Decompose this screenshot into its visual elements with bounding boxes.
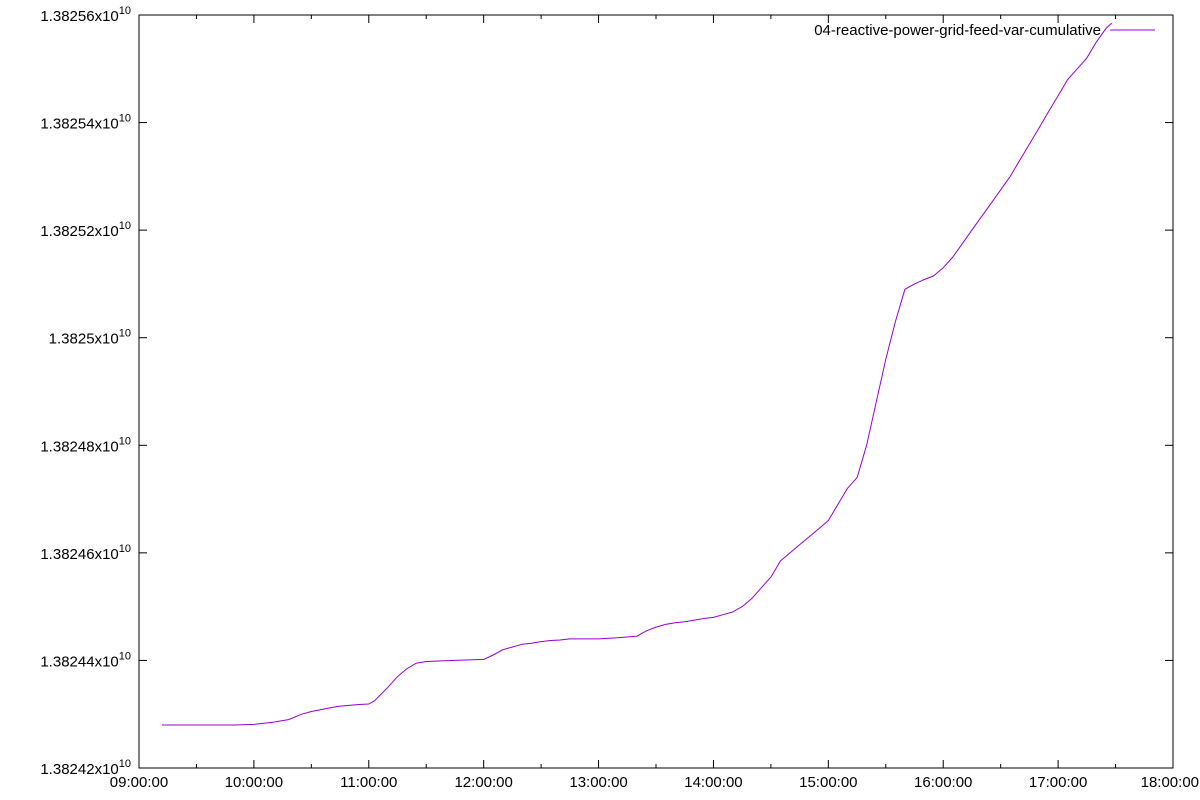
x-tick-label: 18:00:00 [1141, 774, 1199, 791]
x-tick-label: 11:00:00 [340, 774, 397, 791]
y-tick-mantissa: 1.38254x10 [40, 116, 118, 133]
y-tick-mantissa: 1.3825x10 [49, 331, 119, 348]
plot-frame [138, 14, 1174, 769]
y-tick-mantissa: 1.38248x10 [40, 438, 118, 455]
legend: 04-reactive-power-grid-feed-var-cumulati… [814, 22, 1155, 39]
y-tick-mantissa: 1.38242x10 [40, 761, 118, 778]
y-tick-label: 1.38248x1010 [40, 435, 131, 455]
y-tick-mantissa: 1.38252x10 [40, 223, 118, 240]
series-layer [162, 22, 1113, 726]
y-tick-label: 1.38242x1010 [40, 758, 131, 778]
series-line [162, 22, 1113, 726]
y-tick-exponent: 10 [119, 650, 131, 662]
y-tick-label: 1.38256x1010 [40, 5, 131, 25]
x-tick-label: 09:00:00 [110, 774, 168, 791]
x-tick-label: 10:00:00 [225, 774, 283, 791]
y-tick-exponent: 10 [119, 435, 131, 447]
y-tick-mantissa: 1.38256x10 [40, 8, 118, 25]
tick-marks [138, 14, 1174, 769]
x-tick-label: 13:00:00 [569, 774, 627, 791]
x-tick-label: 12:00:00 [454, 774, 512, 791]
y-tick-label: 1.3825x1010 [49, 328, 131, 348]
y-tick-label: 1.38246x1010 [40, 543, 131, 563]
x-tick-label: 16:00:00 [914, 774, 972, 791]
y-tick-labels: 1.38242x10101.38244x10101.38246x10101.38… [40, 5, 131, 778]
y-tick-label: 1.38254x1010 [40, 113, 131, 133]
y-tick-exponent: 10 [119, 220, 131, 232]
y-tick-exponent: 10 [119, 328, 131, 340]
x-tick-label: 14:00:00 [684, 774, 742, 791]
y-tick-label: 1.38252x1010 [40, 220, 131, 240]
y-tick-exponent: 10 [119, 758, 131, 770]
x-tick-label: 15:00:00 [799, 774, 857, 791]
y-tick-exponent: 10 [119, 113, 131, 125]
x-tick-labels: 09:00:00 10:00:00 11:00:00 12:00:00 13:00:00… [110, 774, 1199, 791]
y-tick-label: 1.38244x1010 [40, 650, 131, 670]
y-tick-exponent: 10 [119, 543, 131, 555]
legend-label: 04-reactive-power-grid-feed-var-cumulati… [814, 22, 1101, 39]
y-tick-exponent: 10 [119, 5, 131, 17]
x-tick-label: 17:00:00 [1029, 774, 1087, 791]
y-tick-mantissa: 1.38244x10 [40, 653, 118, 670]
y-tick-mantissa: 1.38246x10 [40, 546, 118, 563]
